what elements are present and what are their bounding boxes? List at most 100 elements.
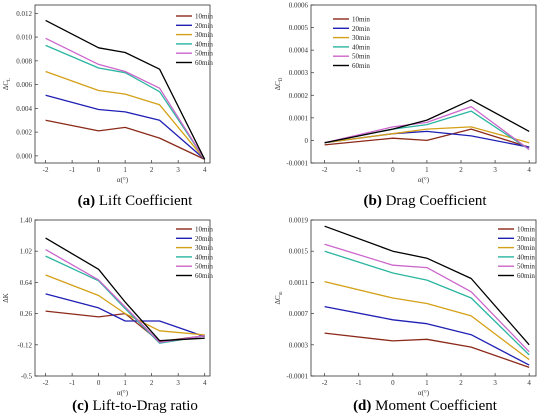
y-tick-label: 0.0011 (289, 279, 308, 287)
series-line-40min (324, 250, 530, 356)
series-line-60min (45, 237, 205, 342)
legend-label: 10min (352, 16, 370, 24)
series-line-50min (45, 37, 206, 160)
series-line-60min (324, 225, 530, 346)
y-tick-label: -0.0001 (286, 160, 308, 168)
y-axis-title-main: ΔC (274, 81, 282, 91)
y-axis-title: ΔCL (2, 78, 12, 90)
panel-caption-letter: (d) (353, 398, 371, 414)
y-tick-label: 0.0004 (289, 47, 309, 55)
legend-label: 50min (195, 50, 213, 58)
series-line-40min (45, 44, 206, 160)
x-axis-title: α(°) (117, 176, 129, 184)
panel-caption: (d) Moment Coefficient (353, 398, 498, 414)
x-tick-label: 0 (391, 379, 395, 387)
x-tick-label: -1 (356, 166, 362, 174)
series-line-40min (324, 110, 530, 151)
x-tick-label: -2 (322, 166, 328, 174)
chart-panel-3: -2 -1 0 1 2 3 4 -0.5 -0.12 0.26 0.64 1.02 1.40 α(°) ΔK… (2, 217, 213, 415)
legend-label: 50min (517, 263, 535, 271)
x-tick-label: 3 (176, 166, 180, 174)
x-tick-label: 0 (391, 166, 395, 174)
x-axis-title: α(°) (418, 176, 430, 184)
panel-caption-title: Lift-to-Drag ratio (89, 398, 198, 414)
legend-label: 50min (352, 53, 370, 61)
y-tick-label: 0.0015 (289, 248, 309, 256)
y-tick-label: 0.0002 (289, 92, 309, 100)
y-tick-label: -0.5 (21, 373, 33, 381)
y-axis-title-main: ΔK (2, 293, 10, 303)
x-tick-label: 3 (176, 379, 180, 387)
y-axis-title-main: ΔC (274, 295, 282, 305)
x-tick-label: -2 (322, 379, 328, 387)
panel-caption: (b) Drag Coefficient (363, 193, 487, 209)
y-tick-label: 0.012 (16, 10, 32, 18)
series-line-10min (45, 310, 205, 343)
y-tick-label: 0.006 (16, 81, 32, 89)
y-axis-title: ΔCm (274, 291, 284, 304)
series-line-10min (324, 332, 530, 369)
y-axis-title: ΔCD (274, 77, 284, 90)
x-tick-label: -2 (43, 166, 49, 174)
legend-label: 20min (195, 22, 213, 30)
y-axis-title: ΔK (2, 293, 10, 303)
panel-caption: (c) Lift-to-Drag ratio (72, 398, 198, 414)
y-tick-label: 1.02 (20, 248, 33, 256)
y-axis-title-main: ΔC (2, 81, 10, 91)
x-tick-label: 3 (493, 166, 497, 174)
legend-label: 10min (195, 226, 213, 234)
legend-label: 40min (195, 40, 213, 48)
y-tick-label: 0.0005 (289, 24, 309, 32)
plot-frame (34, 219, 211, 377)
panel-caption-title: Drag Coefficient (382, 193, 488, 209)
x-axis-title: α(°) (418, 389, 430, 397)
x-tick-label: 4 (203, 379, 207, 387)
y-tick-label: -0.0001 (286, 373, 308, 381)
x-tick-label: 2 (150, 379, 154, 387)
x-axis-title: α(°) (117, 389, 129, 397)
y-tick-label: 0.002 (16, 129, 32, 137)
y-axis-title-subscript: D (279, 77, 284, 81)
legend-label: 20min (195, 235, 213, 243)
y-tick-label: 0.0006 (289, 2, 309, 10)
panel-caption-title: Moment Coefficient (371, 398, 497, 414)
plot-frame (310, 219, 537, 377)
y-axis-title-subscript: L (7, 78, 12, 81)
y-tick-label: 0.0001 (289, 114, 309, 122)
panel-caption: (a) Lift Coefficient (78, 193, 194, 209)
y-tick-label: 0.000 (16, 152, 32, 160)
x-tick-label: 2 (459, 379, 463, 387)
panel-caption-letter: (a) (78, 193, 96, 209)
panel-caption-letter: (c) (72, 398, 89, 414)
series-line-30min (45, 70, 206, 160)
series-line-20min (324, 305, 530, 366)
y-tick-label: 1.40 (20, 217, 33, 225)
chart-panel-2: -2 -1 0 1 2 3 4 -0.0001 0 0.0001 0.0002 0.0003 0.000… (274, 2, 537, 209)
series-line-10min (324, 128, 530, 148)
x-tick-label: 2 (459, 166, 463, 174)
legend-label: 30min (195, 31, 213, 39)
series-line-50min (324, 243, 530, 353)
y-tick-label: 0.008 (16, 57, 32, 65)
y-tick-label: 0.26 (20, 310, 33, 318)
legend-label: 10min (517, 226, 535, 234)
legend-label: 40min (517, 253, 535, 261)
y-tick-label: 0.004 (16, 105, 32, 113)
legend-label: 60min (195, 59, 213, 67)
x-tick-label: -1 (69, 166, 75, 174)
legend-label: 60min (517, 272, 535, 280)
legend-label: 50min (195, 263, 213, 271)
series-line-60min (45, 19, 206, 160)
x-tick-label: -2 (43, 379, 49, 387)
y-tick-label: 0 (305, 137, 309, 145)
y-tick-label: 0.64 (20, 279, 33, 287)
x-tick-label: 1 (123, 379, 127, 387)
series-line-30min (324, 126, 530, 144)
y-tick-label: 0.0003 (289, 341, 309, 349)
x-tick-label: 1 (425, 379, 429, 387)
chart-panel-1: -2 -1 0 1 2 3 4 0.000 0.002 0.004 0.006 0.008 0.010 0… (2, 4, 213, 209)
